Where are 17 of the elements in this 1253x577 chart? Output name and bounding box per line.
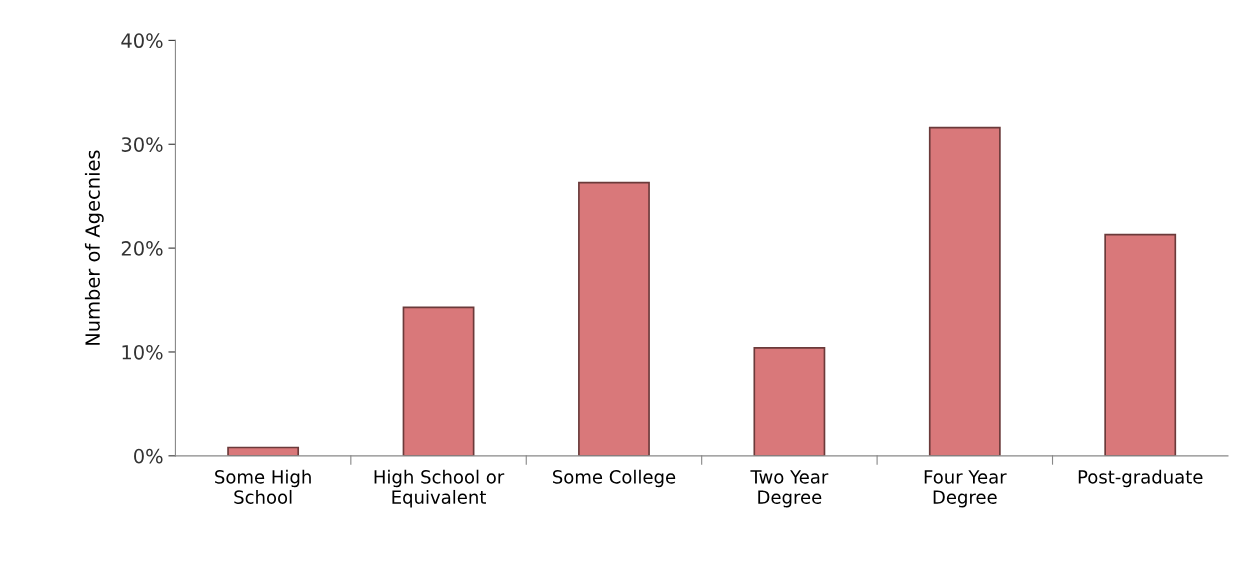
- bar: [578, 181, 650, 456]
- y-tick-label: 20%: [121, 241, 163, 256]
- x-tick-label: Post-graduate: [1078, 469, 1203, 488]
- x-tick-label: Some College: [553, 469, 676, 488]
- x-tick-label: Two Year Degree: [750, 470, 829, 508]
- y-tick-label: 0%: [134, 448, 163, 464]
- bar: [1104, 233, 1177, 456]
- y-tick-label: 10%: [122, 344, 163, 360]
- bar: [753, 346, 826, 456]
- y-tick-label: 40%: [121, 33, 163, 49]
- y-axis-title: Number of Agecnies: [84, 150, 104, 345]
- bar: [402, 306, 475, 456]
- bar: [928, 126, 1001, 456]
- y-tick-label: 30%: [121, 137, 163, 152]
- x-tick-label: Some High School: [215, 469, 311, 504]
- x-tick-label: Four Year Degree: [924, 470, 1007, 508]
- x-tick-label: High School or Equivalent: [374, 469, 505, 508]
